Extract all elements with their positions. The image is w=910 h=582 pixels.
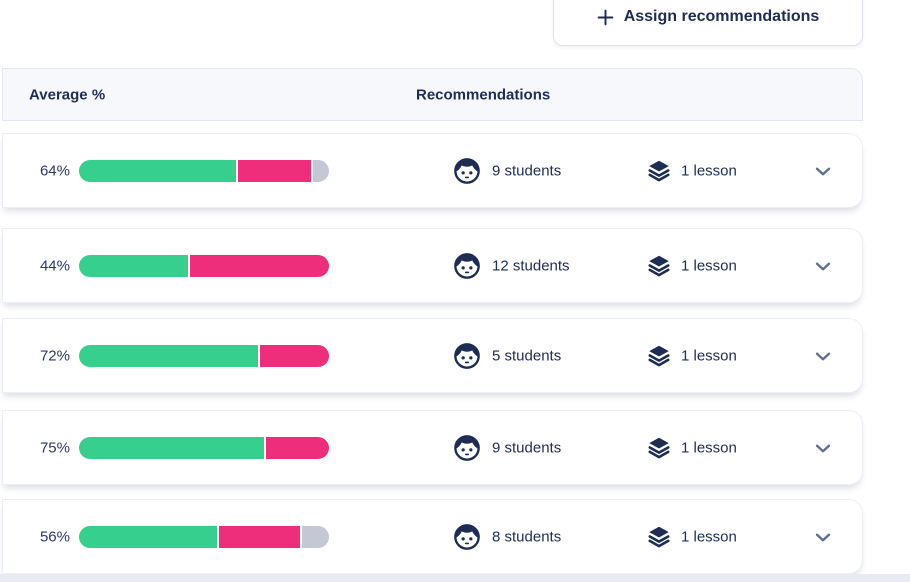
- bar-correct-segment: [79, 344, 258, 367]
- bar-unanswered-segment: [301, 525, 329, 548]
- expand-row-chevron[interactable]: [809, 157, 837, 185]
- lessons-layers-icon: [646, 435, 672, 461]
- student-face-icon: [453, 252, 481, 280]
- score-bar: [79, 436, 329, 459]
- student-face-icon: [453, 523, 481, 551]
- bar-correct-segment: [79, 525, 217, 548]
- lessons-count: 1 lesson: [681, 162, 737, 179]
- bar-incorrect-segment: [238, 159, 311, 182]
- bar-incorrect-segment: [218, 525, 300, 548]
- average-percent: 44%: [39, 257, 70, 274]
- bar-correct-segment: [79, 159, 237, 182]
- bar-correct-segment: [79, 436, 264, 459]
- score-bar: [79, 344, 329, 367]
- bar-incorrect-segment: [259, 344, 329, 367]
- lessons-layers-icon: [646, 343, 672, 369]
- students-count: 12 students: [492, 257, 570, 274]
- lessons-count: 1 lesson: [681, 528, 737, 545]
- average-percent: 64%: [39, 162, 70, 179]
- lessons-count: 1 lesson: [681, 439, 737, 456]
- plus-icon: [597, 9, 614, 26]
- average-percent: 56%: [39, 528, 70, 545]
- average-percent: 72%: [39, 347, 70, 364]
- recommendation-row[interactable]: 44% 12 students 1 lesson: [2, 228, 863, 303]
- recommendation-row[interactable]: 72% 5 students 1 lesson: [2, 318, 863, 393]
- expand-row-chevron[interactable]: [809, 342, 837, 370]
- score-bar: [79, 525, 329, 548]
- recommendation-row[interactable]: 56% 8 students 1 lesson: [2, 499, 863, 574]
- lessons-layers-icon: [646, 253, 672, 279]
- table-header: Average % Recommendations: [2, 68, 863, 121]
- bar-unanswered-segment: [313, 159, 329, 182]
- lessons-count: 1 lesson: [681, 347, 737, 364]
- students-count: 8 students: [492, 528, 562, 545]
- bottom-edge-panel: [0, 574, 910, 582]
- assign-recommendations-button[interactable]: Assign recommendations: [553, 0, 863, 46]
- score-bar: [79, 159, 329, 182]
- column-header-average: Average %: [29, 86, 106, 103]
- bar-incorrect-segment: [190, 254, 329, 277]
- recommendation-row[interactable]: 64% 9 students 1 lesson: [2, 133, 863, 208]
- expand-row-chevron[interactable]: [809, 252, 837, 280]
- bar-incorrect-segment: [265, 436, 329, 459]
- score-bar: [79, 254, 329, 277]
- lessons-count: 1 lesson: [681, 257, 737, 274]
- column-header-recommendations: Recommendations: [416, 86, 551, 103]
- assign-recommendations-label: Assign recommendations: [623, 8, 820, 25]
- expand-row-chevron[interactable]: [809, 523, 837, 551]
- lessons-layers-icon: [646, 524, 672, 550]
- students-count: 9 students: [492, 439, 562, 456]
- bar-correct-segment: [79, 254, 189, 277]
- students-count: 5 students: [492, 347, 562, 364]
- students-count: 9 students: [492, 162, 562, 179]
- recommendation-row[interactable]: 75% 9 students 1 lesson: [2, 410, 863, 485]
- student-face-icon: [453, 434, 481, 462]
- average-percent: 75%: [39, 439, 70, 456]
- student-face-icon: [453, 157, 481, 185]
- student-face-icon: [453, 342, 481, 370]
- expand-row-chevron[interactable]: [809, 434, 837, 462]
- lessons-layers-icon: [646, 158, 672, 184]
